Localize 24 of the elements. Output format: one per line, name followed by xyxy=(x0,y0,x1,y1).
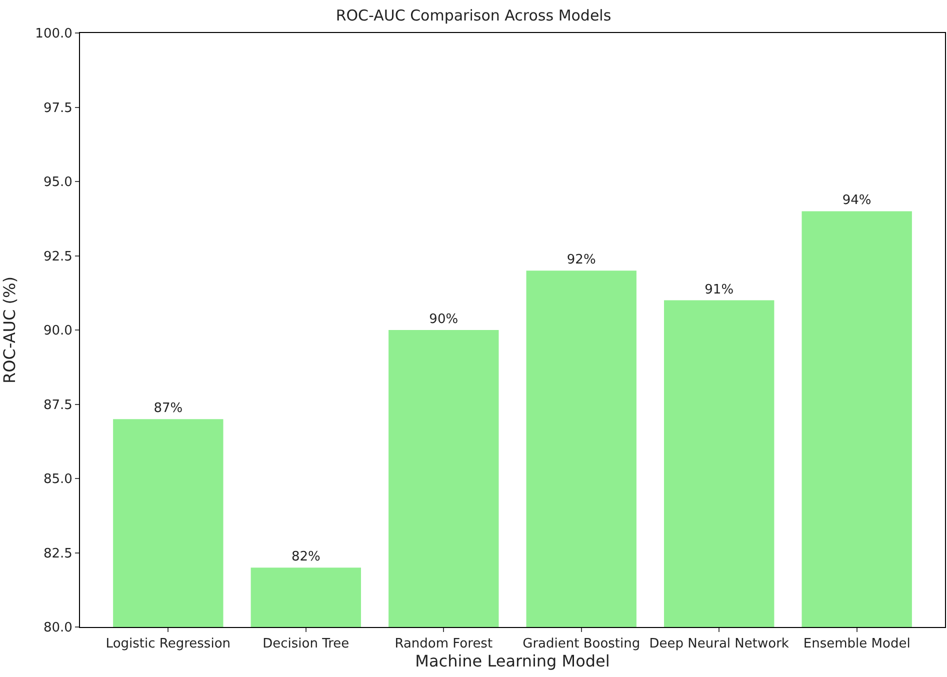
x-tick-label: Random Forest xyxy=(394,636,493,652)
data-label: 90% xyxy=(429,312,458,327)
x-tick-label: Ensemble Model xyxy=(803,636,910,652)
y-tick-label: 92.5 xyxy=(43,249,72,264)
data-label: 91% xyxy=(704,282,734,298)
y-tick-label: 90.0 xyxy=(43,324,72,339)
chart-title: ROC-AUC Comparison Across Models xyxy=(336,6,612,25)
x-tick-label: Decision Tree xyxy=(262,636,350,652)
y-tick-label: 85.0 xyxy=(43,472,72,488)
x-tick-label: Gradient Boosting xyxy=(522,636,640,652)
y-axis-title: ROC-AUC (%) xyxy=(0,276,20,384)
y-tick-label: 87.5 xyxy=(43,398,72,413)
x-tick-label: Deep Neural Network xyxy=(649,636,790,652)
data-label: 82% xyxy=(291,550,320,565)
y-tick-label: 80.0 xyxy=(43,620,72,636)
y-tick-label: 95.0 xyxy=(43,175,72,190)
data-label: 92% xyxy=(566,252,596,268)
y-tick-label: 100.0 xyxy=(35,26,72,42)
data-label: 87% xyxy=(154,401,183,416)
x-tick-label: Logistic Regression xyxy=(106,636,230,652)
y-tick-label: 82.5 xyxy=(43,546,72,562)
x-axis-title: Machine Learning Model xyxy=(415,652,610,671)
data-label: 94% xyxy=(842,193,872,208)
y-tick-label: 97.5 xyxy=(43,100,72,116)
